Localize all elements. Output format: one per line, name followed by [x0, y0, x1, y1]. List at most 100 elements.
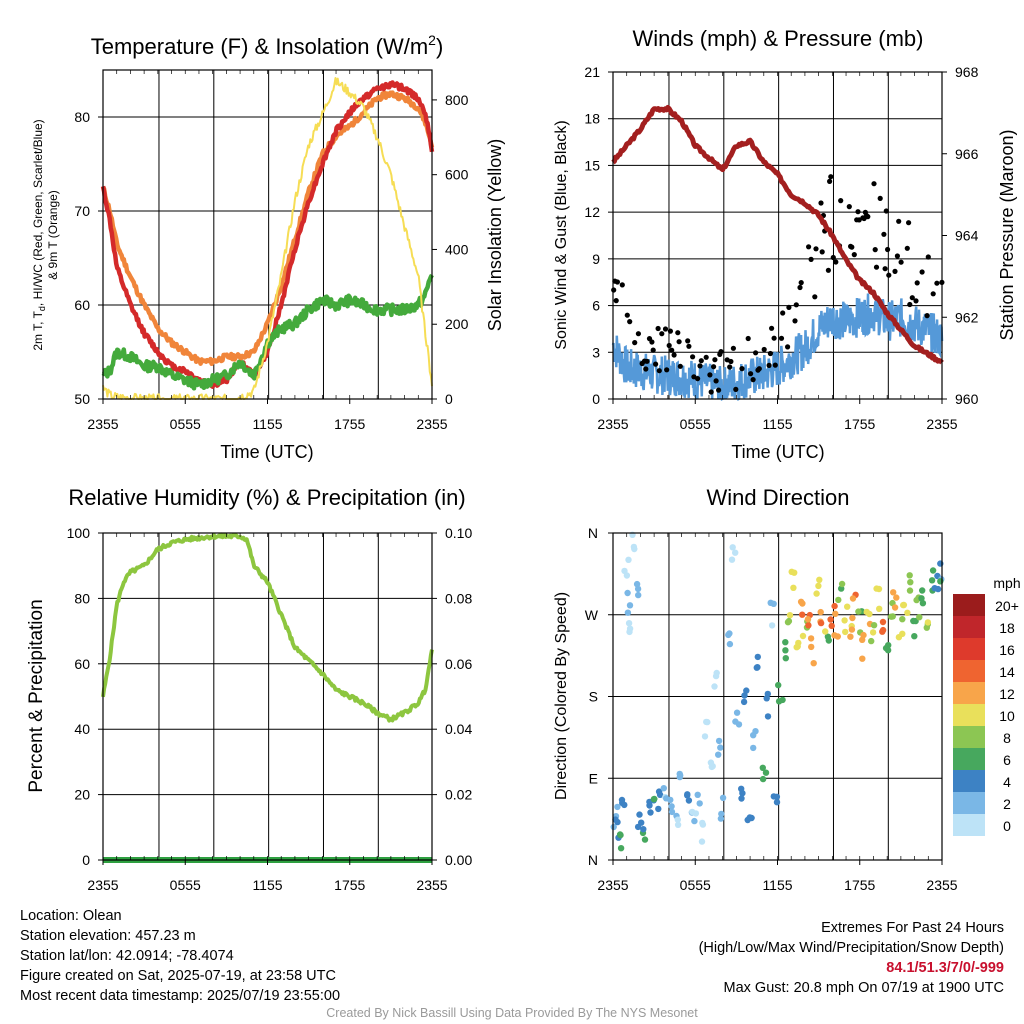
y2-tick-label: 0.00	[445, 852, 472, 868]
y2-tick-label: 200	[445, 316, 469, 332]
direction-point	[696, 800, 703, 807]
direction-point	[831, 632, 838, 639]
x-tick-label: 1755	[844, 877, 875, 893]
direction-point	[725, 631, 732, 639]
direction-point	[625, 620, 633, 627]
gust-point	[766, 362, 772, 368]
direction-point	[759, 775, 767, 783]
gust-point	[785, 344, 791, 350]
y-tick-label: 3	[592, 344, 600, 360]
rh-line	[101, 532, 434, 723]
direction-point	[788, 568, 795, 575]
legend-label: 4	[1003, 774, 1011, 790]
legend-label: 2	[1003, 796, 1011, 812]
direction-y-ticks: N E S W N	[585, 525, 613, 868]
gust-point	[871, 181, 877, 187]
y2-tick-label: 0.04	[445, 721, 472, 737]
direction-point	[875, 585, 883, 593]
humidity-panel: Relative Humidity (%) & Precipitation (i…	[26, 485, 472, 893]
direction-point	[685, 797, 693, 804]
legend-swatch	[953, 616, 985, 638]
extremes-title: Extremes For Past 24 Hours	[821, 920, 1004, 936]
direction-point	[813, 590, 820, 597]
direction-point	[900, 601, 908, 609]
direction-point	[841, 617, 848, 624]
direction-point	[770, 600, 777, 607]
station-latlon: Station lat/lon: 42.0914; -78.4074	[20, 948, 234, 964]
x-tick-label: 2355	[416, 877, 447, 893]
direction-point	[640, 826, 647, 833]
y2-tick-label: 400	[445, 241, 469, 257]
direction-point	[763, 695, 770, 702]
direction-points	[610, 531, 945, 852]
direction-point	[832, 610, 839, 617]
gust-point	[711, 364, 717, 370]
legend-swatch	[953, 660, 985, 682]
gust-point	[925, 254, 931, 260]
y-tick-label: 60	[74, 656, 90, 672]
gust-point	[708, 389, 714, 395]
gust-point	[886, 272, 892, 278]
direction-point	[684, 792, 691, 799]
insolation-y-ticks: 0 200 400 600 800	[432, 92, 469, 407]
legend-label: 14	[999, 664, 1015, 680]
gust-point	[685, 338, 691, 344]
direction-point	[634, 585, 642, 593]
legend-label: 18	[999, 620, 1015, 636]
extremes-subtitle: (High/Low/Max Wind/Precipitation/Snow De…	[698, 940, 1004, 956]
legend-label: 12	[999, 686, 1015, 702]
direction-point	[738, 785, 745, 792]
direction-point	[913, 596, 920, 604]
x-tick-label: 1755	[844, 416, 875, 432]
direction-point	[888, 613, 895, 620]
x-tick-label: 1155	[762, 877, 792, 893]
direction-point	[625, 556, 632, 563]
x-tick-label: 2355	[416, 416, 447, 432]
gust-point	[656, 368, 662, 374]
direction-point	[810, 660, 817, 667]
direction-point	[906, 572, 913, 579]
direction-point	[698, 838, 706, 845]
gust-point	[671, 352, 677, 358]
pressure-y-ticks: 960 962 964 966 968	[942, 64, 979, 407]
direction-point	[910, 617, 917, 625]
legend-swatch	[953, 748, 985, 770]
x-tick-label: 0555	[170, 416, 201, 432]
direction-point	[623, 572, 631, 579]
direction-point	[718, 810, 725, 818]
gust-point	[818, 200, 824, 206]
gust-point	[830, 254, 836, 261]
y2-tick-label: 964	[955, 228, 979, 244]
legend-label: 20+	[995, 598, 1019, 614]
y-tick-label: 50	[74, 391, 90, 407]
direction-point	[624, 609, 632, 616]
gust-point	[772, 362, 778, 368]
y-tick-label: 80	[74, 590, 90, 606]
direction-point	[647, 809, 654, 816]
direction-point	[732, 549, 739, 556]
direction-point	[660, 785, 667, 792]
y2-tick-label: 800	[445, 92, 469, 108]
gust-point	[865, 214, 871, 220]
gust-point	[851, 252, 857, 258]
gust-point	[892, 268, 898, 274]
gust-point	[780, 310, 786, 316]
direction-tick-label: N	[588, 525, 598, 541]
direction-point	[870, 622, 878, 629]
direction-point	[847, 633, 854, 640]
direction-point	[790, 584, 797, 591]
winds-x-axis-label: Time (UTC)	[731, 442, 824, 462]
wind-y-ticks: 0 3 6 9 12 15 18 21	[584, 64, 613, 407]
direction-point	[919, 600, 927, 607]
gust-point	[907, 301, 913, 308]
direction-point	[876, 605, 883, 612]
direction-point	[618, 796, 626, 804]
gust-point	[919, 269, 925, 275]
gust-point	[833, 259, 839, 265]
insolation-y-axis-label: Solar Insolation (Yellow)	[485, 139, 505, 331]
gust-point	[718, 349, 724, 355]
station-elevation: Station elevation: 457.23 m	[20, 928, 196, 944]
gust-point	[885, 246, 891, 253]
direction-point	[631, 545, 638, 553]
temperature-x-ticks: 2355 0555 1155 1755 2355	[87, 70, 448, 432]
